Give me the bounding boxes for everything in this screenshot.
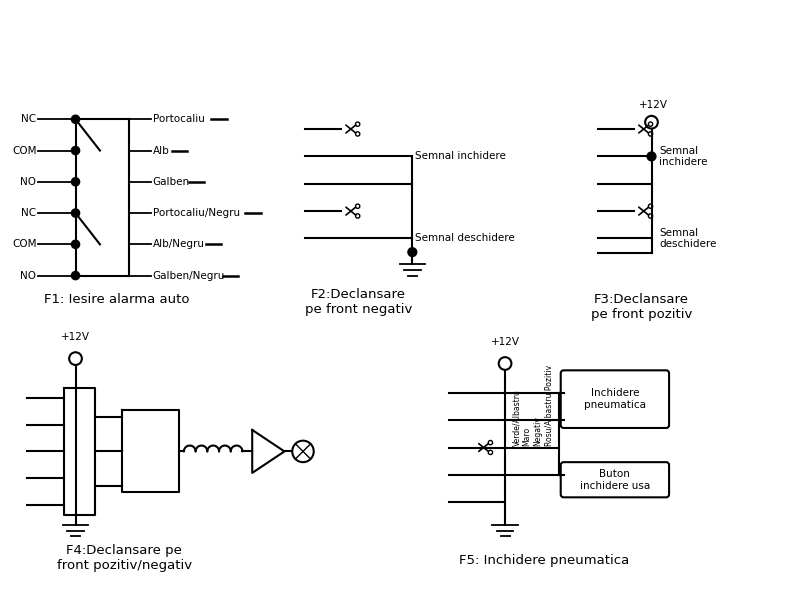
Text: +12V: +12V: [639, 100, 668, 110]
Text: Maro: Maro: [522, 427, 531, 446]
Circle shape: [71, 240, 80, 248]
Circle shape: [647, 152, 656, 161]
Text: Inchidere
pneumatica: Inchidere pneumatica: [584, 388, 646, 410]
Text: Semnal inchidere: Semnal inchidere: [415, 151, 506, 161]
Text: F1: Iesire alarma auto: F1: Iesire alarma auto: [44, 293, 190, 306]
Circle shape: [71, 115, 80, 124]
Text: COM: COM: [12, 146, 37, 155]
Text: Negativ: Negativ: [533, 416, 542, 446]
Text: F4:Declansare pe
front pozitiv/negativ: F4:Declansare pe front pozitiv/negativ: [57, 544, 192, 572]
Circle shape: [71, 146, 80, 155]
Text: Semnal
inchidere: Semnal inchidere: [659, 146, 708, 167]
Text: Portocaliu/Negru: Portocaliu/Negru: [153, 208, 240, 218]
Text: Semnal
deschidere: Semnal deschidere: [659, 227, 717, 249]
Text: Portocaliu: Portocaliu: [153, 114, 205, 124]
Text: Alb: Alb: [153, 146, 170, 155]
Circle shape: [71, 178, 80, 186]
Text: COM: COM: [12, 239, 37, 250]
Text: +12V: +12V: [61, 332, 90, 342]
Text: NC: NC: [22, 208, 37, 218]
Text: Semnal deschidere: Semnal deschidere: [415, 233, 515, 244]
Text: F3:Declansare
pe front pozitiv: F3:Declansare pe front pozitiv: [591, 293, 693, 321]
Text: NC: NC: [22, 114, 37, 124]
Circle shape: [71, 209, 80, 217]
Text: Verde/Albastru: Verde/Albastru: [512, 389, 522, 446]
Text: Buton
inchidere usa: Buton inchidere usa: [580, 469, 650, 491]
Text: NO: NO: [21, 271, 37, 281]
Text: Galben/Negru: Galben/Negru: [153, 271, 225, 281]
Circle shape: [71, 271, 80, 280]
Text: F2:Declansare
pe front negativ: F2:Declansare pe front negativ: [305, 287, 412, 316]
Text: Rosu/Albastru Pozitiv: Rosu/Albastru Pozitiv: [545, 364, 554, 446]
Text: NO: NO: [21, 177, 37, 187]
Circle shape: [408, 248, 417, 257]
Text: F5: Inchidere pneumatica: F5: Inchidere pneumatica: [459, 554, 630, 567]
Text: Alb/Negru: Alb/Negru: [153, 239, 205, 250]
Text: +12V: +12V: [490, 337, 519, 347]
Text: Galben: Galben: [153, 177, 190, 187]
